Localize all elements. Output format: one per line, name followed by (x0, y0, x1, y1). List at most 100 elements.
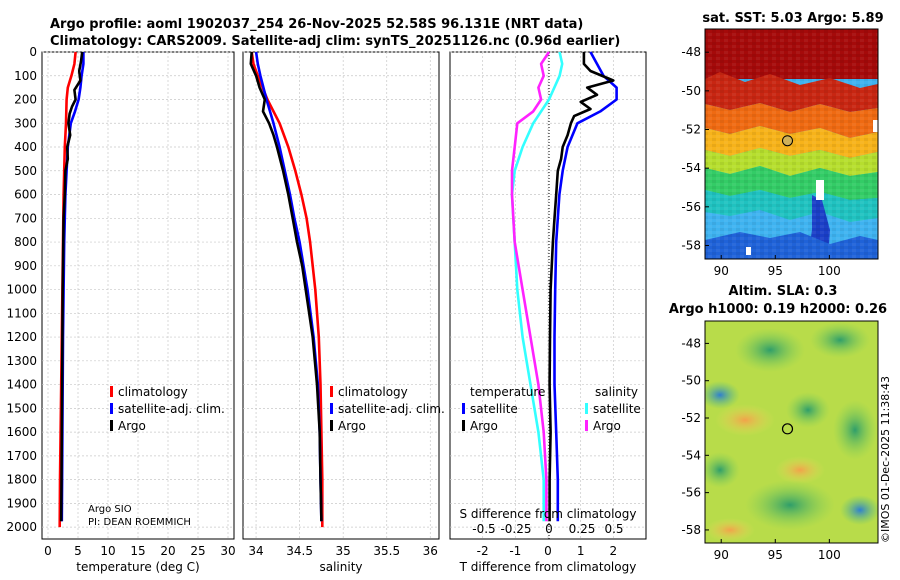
y-tick-label: 1400 (6, 378, 37, 392)
legend-climatology-label: climatology (338, 385, 408, 399)
legend-argo-swatch (110, 420, 113, 431)
legend-climatology-swatch (110, 386, 113, 397)
legend-argo-label: Argo (338, 419, 366, 433)
y-tick-label: 200 (14, 93, 37, 107)
y-tick-label: 1000 (6, 283, 37, 297)
x-tick-label: 0 (44, 544, 52, 558)
sla-map-title: Altim. SLA: 0.3 (729, 284, 838, 299)
x-tick-label: 34.5 (286, 544, 313, 558)
sla-map-panel: Altim. SLA: 0.3 Argo h1000: 0.19 h2000: … (669, 284, 887, 562)
y-tick-label: 100 (14, 69, 37, 83)
lat-tick-label: -48 (681, 45, 701, 59)
salinity-panel: 34 34.5 35 35.5 36 salinity climatology sate… (242, 51, 445, 574)
lon-tick-label: 100 (818, 548, 841, 562)
y-tick-label: 700 (14, 211, 37, 225)
legend-temperature-title: temperature (470, 385, 545, 399)
x-tick-label: 15 (130, 544, 145, 558)
lon-tick-label: 90 (714, 264, 729, 278)
legend-argo-label: Argo (118, 419, 146, 433)
y-tick-label: 1700 (6, 449, 37, 463)
lon-tick-label: 95 (768, 264, 783, 278)
legend-s-argo-label: Argo (593, 419, 621, 433)
argo-position-marker (781, 423, 794, 435)
sst-map-title: sat. SST: 5.03 Argo: 5.89 (702, 11, 883, 26)
series-line-t-argo (548, 52, 615, 522)
pressure-tick-labels: 0 100 200 300 400 500 600 700 800 900 1000 1100 1200… (6, 45, 37, 534)
lat-tick-label: -58 (681, 523, 701, 537)
temperature-legend: climatology satellite-adj. clim. Argo (110, 385, 225, 433)
series-line-s-argo (510, 51, 551, 522)
y-tick-label: 1200 (6, 330, 37, 344)
salinity-tick-labels: 34 34.5 35 35.5 36 (248, 544, 438, 558)
legend-t-argo-label: Argo (470, 419, 498, 433)
sla-map-subtitle: Argo h1000: 0.19 h2000: 0.26 (669, 302, 887, 317)
series-line-t-satellite (553, 51, 618, 522)
series-line-argo (59, 51, 84, 522)
temperature-panel: 0100200300400500600700800900100011001200… (6, 45, 235, 574)
principal-investigator-credit: PI: DEAN ROEMMICH (88, 517, 191, 528)
x-tick-label: -1 (509, 544, 521, 558)
y-tick-label: 400 (14, 140, 37, 154)
lat-tick-label: -54 (681, 161, 701, 175)
y-tick-label: 900 (14, 259, 37, 273)
sla-map-axis-ticks: -48 -50 -52 -54 -56 -58 90 95 100 (681, 336, 840, 562)
y-tick-label: 300 (14, 116, 37, 130)
s-tick-label: -0.25 (500, 522, 531, 536)
y-tick-label: 0 (29, 45, 37, 59)
y-tick-label: 1500 (6, 401, 37, 415)
lat-tick-label: -54 (681, 448, 701, 462)
y-tick-label: 500 (14, 164, 37, 178)
x-tick-label: 30 (220, 544, 235, 558)
x-tick-label: 25 (190, 544, 205, 558)
salinity-axes-frame (242, 51, 440, 540)
lat-tick-label: -56 (681, 486, 701, 500)
x-tick-label: 35.5 (373, 544, 400, 558)
sla-map-frame (704, 320, 879, 544)
legend-t-satellite-swatch (462, 403, 465, 414)
legend-s-satellite-swatch (585, 403, 588, 414)
lat-tick-label: -58 (681, 238, 701, 252)
legend-satellite-label: satellite-adj. clim. (118, 402, 225, 416)
legend-t-argo-swatch (462, 420, 465, 431)
x-tick-label: 34 (248, 544, 263, 558)
legend-satellite-swatch (330, 403, 333, 414)
t-difference-axis-label: T difference from climatology (459, 560, 637, 574)
difference-legend: temperature satellite Argo salinity sate… (462, 385, 641, 433)
t-difference-tick-labels: -2 -1 0 1 2 (477, 544, 617, 558)
argo-institution-credit: Argo SIO (88, 504, 132, 515)
y-tick-label: 1100 (6, 306, 37, 320)
legend-s-argo-swatch (585, 420, 588, 431)
legend-t-satellite-label: satellite (470, 402, 518, 416)
s-tick-label: 0.5 (604, 522, 623, 536)
lat-tick-label: -56 (681, 200, 701, 214)
x-tick-label: 35 (336, 544, 351, 558)
sst-map-panel: sat. SST: 5.03 Argo: 5.89 -48 -50 -52 -54 -5… (681, 11, 883, 278)
sst-map-axis-ticks: -48 -50 -52 -54 -56 -58 90 95 100 (681, 45, 840, 278)
salinity-legend: climatology satellite-adj. clim. Argo (330, 385, 445, 433)
x-tick-label: 2 (610, 544, 618, 558)
y-tick-label: 2000 (6, 520, 37, 534)
x-tick-label: 5 (74, 544, 82, 558)
x-tick-label: 20 (160, 544, 175, 558)
y-tick-label: 1600 (6, 425, 37, 439)
legend-climatology-label: climatology (118, 385, 188, 399)
salinity-axis-label: salinity (319, 560, 362, 574)
legend-climatology-swatch (330, 386, 333, 397)
lon-tick-label: 100 (818, 264, 841, 278)
s-tick-label: 0 (545, 522, 553, 536)
lat-tick-label: -50 (681, 84, 701, 98)
copyright-stamp: ©IMOS 01-Dec-2025 11:38:43 (879, 376, 892, 543)
temperature-axis-label: temperature (deg C) (76, 560, 199, 574)
lon-tick-label: 90 (714, 548, 729, 562)
temperature-grid (42, 51, 234, 539)
x-tick-label: 0 (544, 544, 552, 558)
s-tick-label: -0.5 (472, 522, 495, 536)
argo-position-marker (781, 135, 793, 147)
figure-title-line1: Argo profile: aoml 1902037_254 26-Nov-20… (50, 17, 583, 32)
series-line-argo (249, 51, 323, 522)
difference-series (510, 51, 618, 522)
salinity-grid (243, 51, 439, 539)
lat-tick-label: -52 (681, 411, 701, 425)
lon-tick-label: 95 (768, 548, 783, 562)
